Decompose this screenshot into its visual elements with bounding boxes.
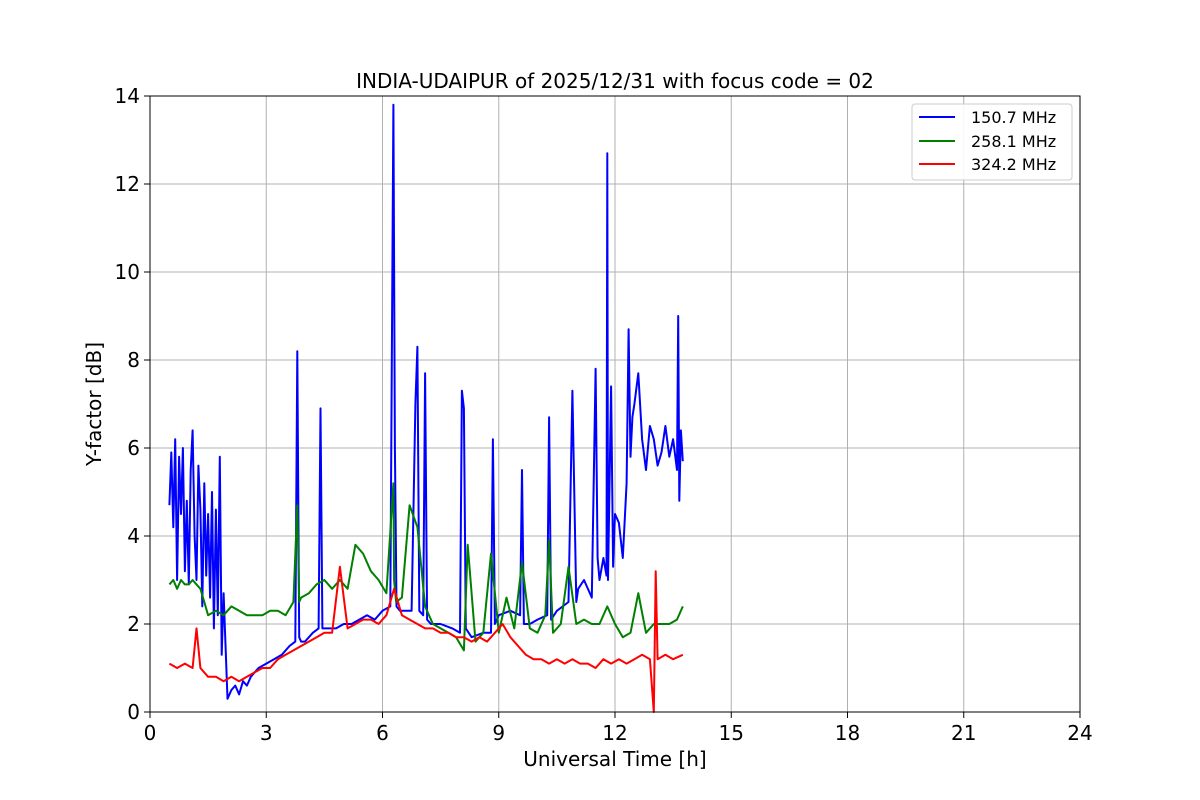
x-tick-label: 18 — [835, 721, 860, 745]
x-tick-label: 15 — [719, 721, 744, 745]
y-tick-label: 4 — [127, 524, 140, 548]
x-tick-label: 3 — [260, 721, 273, 745]
legend-label-258mhz: 258.1 MHz — [971, 132, 1056, 151]
x-tick-label: 9 — [492, 721, 505, 745]
y-tick-label: 10 — [115, 260, 140, 284]
legend-label-150mhz: 150.7 MHz — [971, 108, 1056, 127]
x-tick-label: 6 — [376, 721, 389, 745]
series-line-324mhz — [168, 565, 684, 713]
series-line-258mhz — [168, 482, 684, 652]
plot-series — [168, 103, 684, 713]
x-tick-label: 12 — [602, 721, 627, 745]
chart-title: INDIA-UDAIPUR of 2025/12/31 with focus c… — [356, 69, 874, 93]
y-tick-label: 14 — [115, 84, 140, 108]
y-tick-label: 12 — [115, 172, 140, 196]
x-tick-label: 0 — [144, 721, 157, 745]
x-tick-label: 24 — [1067, 721, 1092, 745]
y-tick-label: 2 — [127, 612, 140, 636]
x-axis-label: Universal Time [h] — [523, 747, 706, 771]
legend: 150.7 MHz 258.1 MHz 324.2 MHz — [911, 103, 1073, 181]
series-line-150mhz — [168, 103, 684, 700]
legend-box — [911, 103, 1073, 181]
y-tick-label: 0 — [127, 700, 140, 724]
y-tick-label: 8 — [127, 348, 140, 372]
y-axis-label: Y-factor [dB] — [82, 342, 106, 467]
y-tick-label: 6 — [127, 436, 140, 460]
legend-label-324mhz: 324.2 MHz — [971, 155, 1056, 174]
x-tick-label: 21 — [951, 721, 976, 745]
